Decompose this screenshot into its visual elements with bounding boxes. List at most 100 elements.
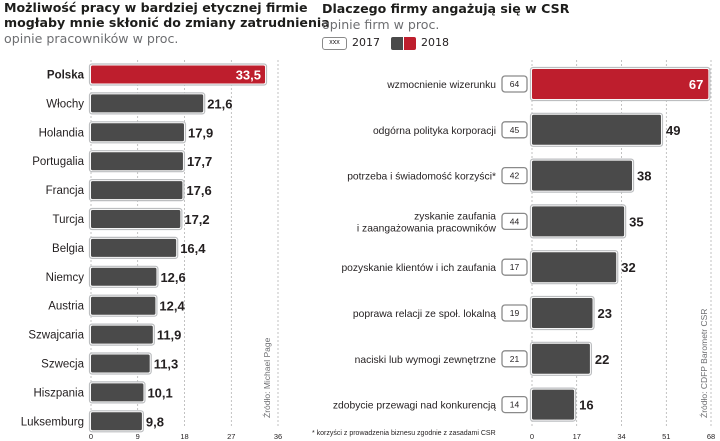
left-value-label: 11,3 — [154, 357, 179, 372]
right-chart-subtitle: opinie firm w proc. — [322, 17, 440, 32]
left-x-tick-label: 27 — [227, 432, 235, 441]
right-category-label: potrzeba i świadomość korzyści* — [347, 172, 496, 183]
right-category-label: pozyskanie klientów i ich zaufania — [341, 263, 496, 274]
left-category-label: Turcja — [52, 214, 84, 226]
left-value-label: 9,8 — [146, 414, 164, 429]
right-value-label-2017: 21 — [510, 354, 520, 364]
left-bar — [91, 210, 181, 228]
left-bar — [91, 152, 183, 171]
left-category-label: Belgia — [52, 243, 85, 255]
right-value-label-2018: 16 — [579, 398, 593, 413]
left-value-label: 12,6 — [160, 270, 185, 285]
right-value-label-2017: 17 — [510, 262, 520, 272]
left-value-label: 11,9 — [157, 328, 182, 343]
right-bar — [532, 206, 625, 237]
left-bar — [91, 123, 184, 142]
right-x-tick-label: 34 — [617, 432, 625, 441]
left-bar — [91, 325, 153, 344]
left-value-label: 16,4 — [180, 241, 206, 256]
left-x-tick-label: 9 — [136, 432, 140, 441]
right-value-label-2017: 42 — [510, 171, 520, 181]
left-category-label: Szwecja — [41, 359, 84, 371]
right-value-label-2018: 35 — [629, 214, 643, 229]
right-category-label: wzmocnienie wizerunku — [386, 80, 496, 91]
right-category-label: naciski lub wymogi zewnętrzne — [355, 355, 497, 366]
left-category-label: Hiszpania — [34, 387, 85, 399]
left-value-label: 17,9 — [188, 125, 213, 140]
right-value-label-2018: 67 — [689, 77, 703, 92]
right-value-label-2018: 38 — [637, 169, 651, 184]
legend-2018-label: 2018 — [421, 36, 449, 49]
right-2017-box — [501, 212, 528, 231]
right-bar — [532, 252, 617, 283]
left-bar — [91, 383, 144, 402]
left-bar — [91, 296, 156, 315]
right-2017-box — [501, 121, 528, 139]
left-chart-title-line2: mogłaby mnie skłonić do zmiany zatrudnie… — [4, 15, 330, 30]
right-bar-chart: 0 17 34 51 68 67 64 wzmocnienie wizerunku 49 45 od… — [333, 60, 715, 441]
left-x-tick-label: 0 — [89, 432, 93, 441]
left-x-tick-label: 36 — [274, 432, 282, 441]
right-source-note: Źródło: CDFP Barometr CSR — [699, 308, 709, 418]
right-category-label: i zaangażowania pracowników — [357, 223, 497, 234]
right-category-label: zdobycie przewagi nad konkurencją — [333, 401, 496, 412]
right-value-label-2018: 22 — [595, 352, 609, 367]
right-bar — [532, 114, 661, 145]
left-x-tick-label: 18 — [180, 432, 188, 441]
left-value-label: 10,1 — [147, 385, 172, 400]
right-2017-box — [501, 350, 528, 368]
left-bar — [91, 354, 150, 373]
left-bar — [91, 65, 266, 84]
left-category-label: Austria — [48, 301, 84, 313]
right-footnote: * korzyści z prowadzenia biznesu zgodnie… — [312, 430, 496, 437]
left-bar — [91, 412, 142, 431]
right-x-tick-label: 51 — [662, 432, 670, 441]
left-value-label: 17,6 — [186, 183, 211, 198]
left-chart-title-line1: Możliwość pracy w bardziej etycznej firm… — [4, 0, 308, 15]
left-bar-chart: 0 9 18 27 36 Polska 33,5 Włochy 21,6 Holandia 17,9… — [21, 60, 282, 441]
right-category-label: poprawa relacji ze społ. lokalną — [353, 309, 496, 320]
right-2017-box — [501, 304, 528, 322]
left-category-label: Niemcy — [46, 272, 85, 284]
left-category-label: Szwajcaria — [28, 330, 84, 342]
legend-2017-swatch: xxx — [322, 37, 347, 50]
left-category-label: Polska — [47, 70, 85, 82]
left-bar — [91, 238, 177, 257]
left-chart-subtitle: opinie pracowników w proc. — [4, 31, 179, 46]
left-value-label: 21,6 — [207, 96, 232, 111]
left-source-note: Źródło: Michael Page — [262, 337, 272, 418]
left-bar — [91, 94, 204, 113]
right-value-label-2017: 19 — [510, 308, 520, 318]
right-category-label: zyskanie zaufania — [414, 211, 496, 222]
right-bar — [532, 160, 633, 191]
right-category-label: odgórna polityka korporacji — [373, 126, 496, 137]
left-category-label: Holandia — [39, 127, 85, 139]
right-chart-title: Dlaczego firmy angażują się w CSR — [322, 1, 570, 16]
right-value-label-2017: 64 — [510, 79, 520, 89]
left-value-label: 33,5 — [236, 68, 261, 83]
right-bar — [532, 69, 709, 99]
left-category-label: Portugalia — [32, 156, 84, 168]
right-value-label-2018: 49 — [666, 123, 680, 138]
right-x-tick-label: 0 — [530, 432, 534, 441]
right-value-label-2017: 45 — [510, 125, 520, 135]
legend-2017-label: 2017 — [352, 36, 380, 49]
legend-2018-swatch — [391, 37, 416, 50]
left-bar — [91, 181, 183, 200]
right-value-label-2017: 14 — [510, 400, 520, 410]
right-value-label-2017: 44 — [510, 216, 520, 226]
left-value-label: 17,2 — [184, 212, 209, 227]
right-x-tick-label: 17 — [573, 432, 581, 441]
right-value-label-2018: 23 — [598, 306, 612, 321]
right-2017-box — [501, 395, 528, 414]
right-bar — [532, 343, 590, 374]
left-value-label: 12,4 — [159, 299, 185, 314]
right-bar — [532, 389, 575, 420]
left-category-label: Luksemburg — [21, 416, 84, 428]
right-bar — [532, 298, 593, 328]
right-2017-box — [501, 166, 528, 185]
left-bar — [91, 267, 157, 286]
left-category-label: Francja — [46, 185, 85, 197]
right-2017-box — [501, 75, 528, 93]
